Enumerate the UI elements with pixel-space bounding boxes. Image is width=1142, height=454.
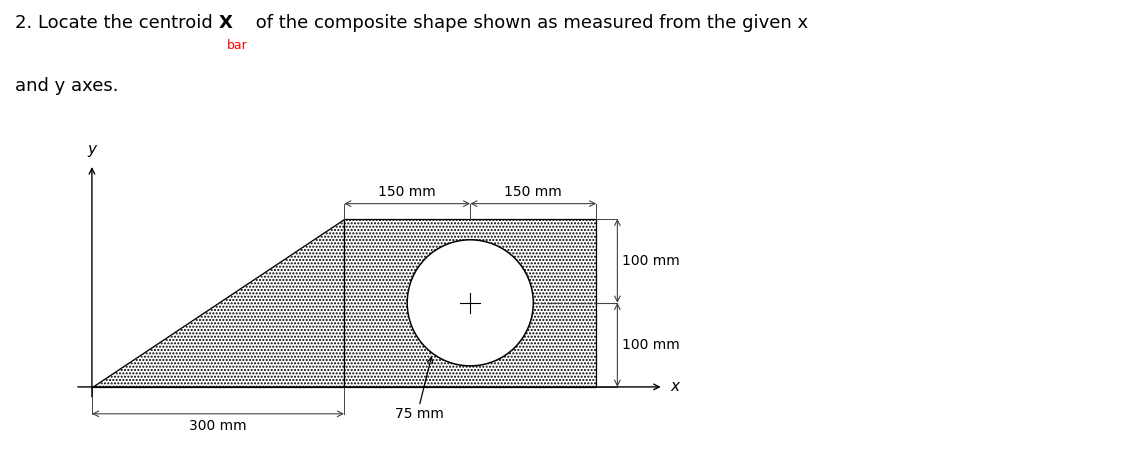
Text: 100 mm: 100 mm [622, 338, 681, 352]
Text: 150 mm: 150 mm [505, 185, 562, 199]
Text: of the composite shape shown as measured from the given x: of the composite shape shown as measured… [250, 14, 807, 32]
Text: 150 mm: 150 mm [378, 185, 436, 199]
Text: 75 mm: 75 mm [395, 407, 444, 421]
Text: y: y [88, 143, 96, 158]
Text: X: X [218, 14, 232, 32]
Circle shape [408, 240, 533, 366]
Text: and y axes.: and y axes. [15, 77, 119, 95]
Text: 2. Locate the centroid: 2. Locate the centroid [15, 14, 218, 32]
Text: x: x [670, 380, 679, 395]
Text: 100 mm: 100 mm [622, 254, 681, 268]
Polygon shape [91, 219, 344, 387]
Text: bar: bar [226, 39, 248, 52]
Text: 300 mm: 300 mm [190, 419, 247, 433]
Bar [344, 219, 596, 387]
